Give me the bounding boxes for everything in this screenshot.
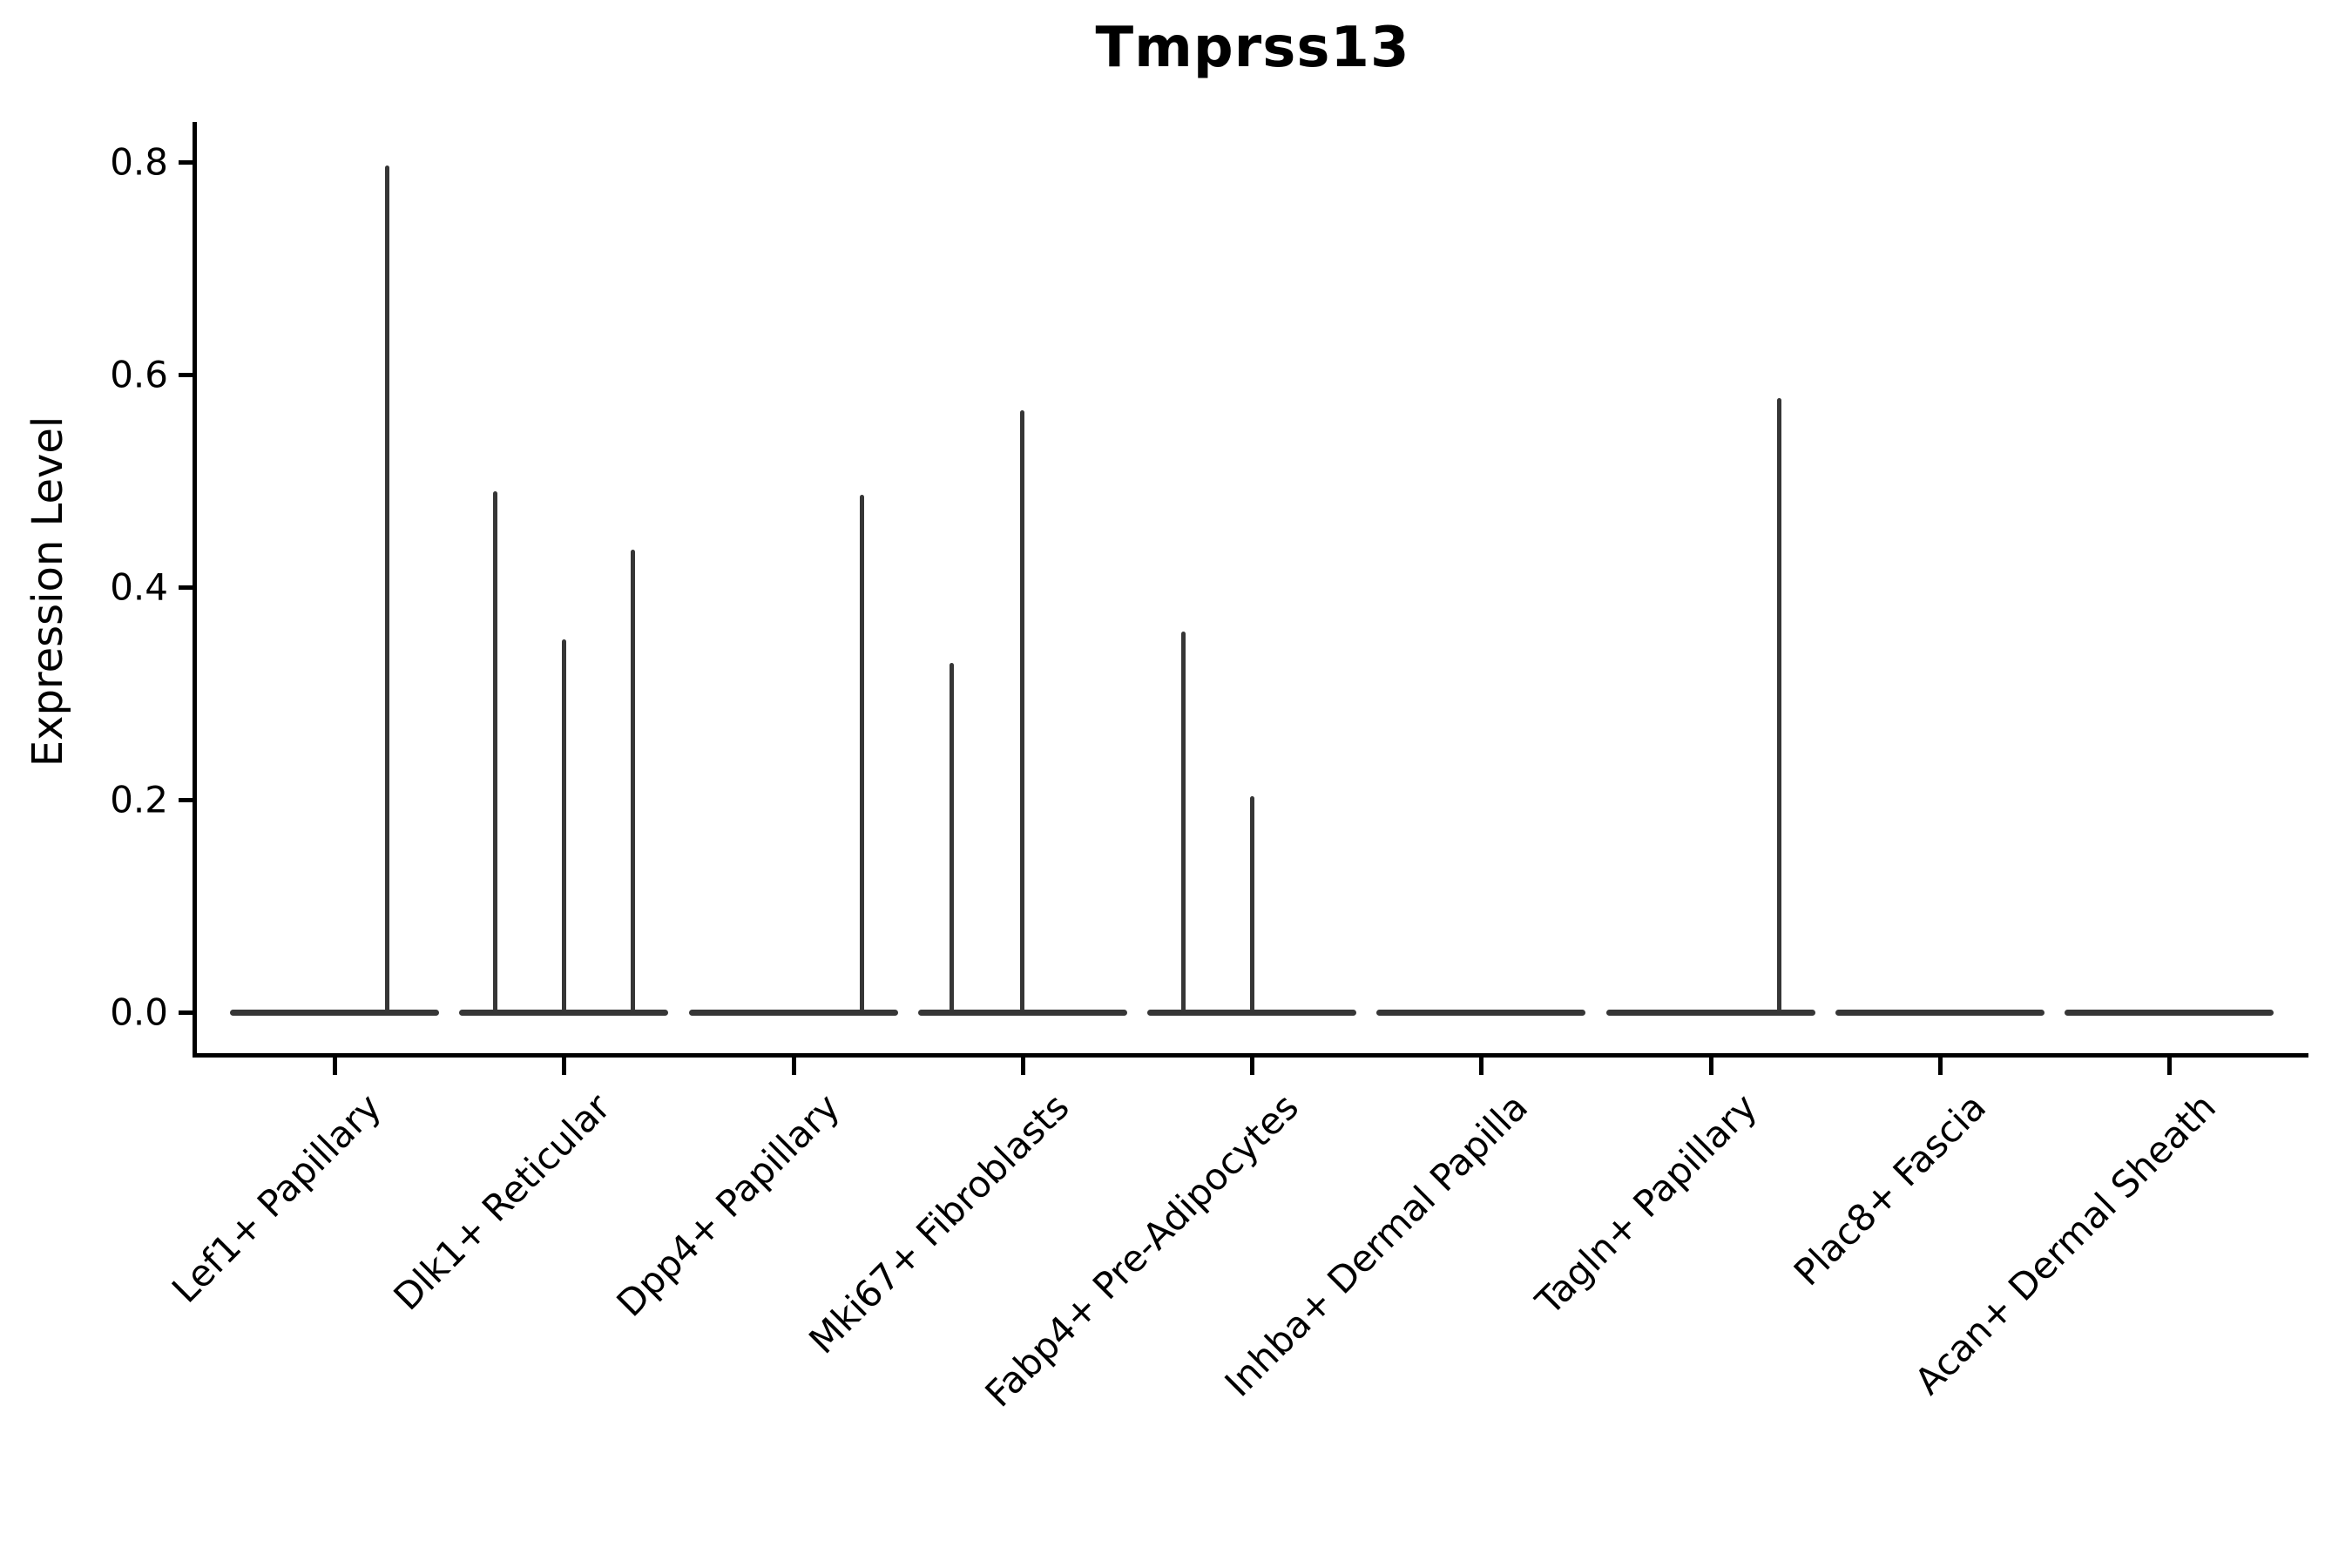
violin-spike <box>1776 397 1781 1015</box>
x-tick-mark <box>2167 1058 2172 1075</box>
y-tick-mark <box>179 798 193 802</box>
violin-baseline <box>1835 1009 2044 1016</box>
y-tick-mark <box>179 373 193 377</box>
violin-spike <box>859 494 864 1015</box>
violin-spike <box>949 662 954 1015</box>
chart-title: Tmprss13 <box>1095 16 1410 80</box>
y-tick-label: 0.4 <box>110 565 168 609</box>
violin-baseline <box>2065 1009 2274 1016</box>
x-tick-label-plac8-fascia: Plac8+ Fascia <box>1786 1085 1995 1294</box>
violin-spike <box>561 639 566 1015</box>
y-axis-spine <box>193 122 197 1058</box>
x-tick-label-mki67-fibroblasts: Mki67+ Fibroblasts <box>800 1085 1078 1362</box>
violin-spike <box>1249 796 1254 1015</box>
y-tick-mark <box>179 1010 193 1015</box>
violin-spike <box>492 491 497 1015</box>
violin-baseline <box>1376 1009 1586 1016</box>
x-tick-mark <box>1479 1058 1484 1075</box>
x-tick-mark <box>1937 1058 1943 1075</box>
violin-spike <box>1180 632 1186 1015</box>
x-tick-mark <box>1020 1058 1025 1075</box>
y-tick-label: 0.6 <box>110 353 168 396</box>
x-tick-mark <box>1708 1058 1713 1075</box>
x-tick-label-dlk1-reticular: Dlk1+ Reticular <box>385 1085 618 1319</box>
x-tick-mark <box>562 1058 567 1075</box>
y-tick-label: 0.8 <box>110 140 168 184</box>
violin-baseline <box>230 1009 439 1016</box>
violin-baseline <box>688 1009 898 1016</box>
y-tick-label: 0.2 <box>110 778 168 821</box>
x-tick-mark <box>791 1058 796 1075</box>
violin-spike <box>385 165 390 1015</box>
x-tick-label-lef1-papillary: Lef1+ Papillary <box>163 1085 389 1311</box>
y-tick-label: 0.0 <box>110 990 168 1034</box>
violin-baseline <box>1605 1009 1815 1016</box>
x-tick-mark <box>333 1058 337 1075</box>
y-tick-mark <box>179 160 193 165</box>
violin-spike <box>1020 410 1025 1015</box>
violin-spike <box>630 550 635 1015</box>
x-tick-label-dpp4-papillary: Dpp4+ Papillary <box>608 1085 848 1325</box>
y-tick-mark <box>179 585 193 590</box>
x-tick-mark <box>1250 1058 1254 1075</box>
x-axis-spine <box>193 1053 2308 1058</box>
x-tick-label-tagln-papillary: Tagln+ Papillary <box>1527 1085 1766 1323</box>
